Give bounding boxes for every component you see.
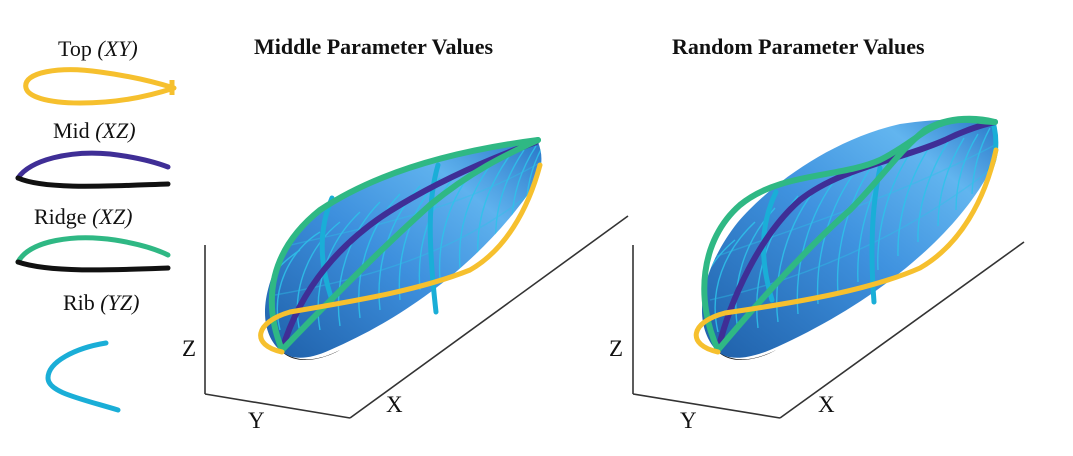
legend-top-name: Top [58, 36, 92, 61]
legend-label-rib: Rib (YZ) [63, 290, 139, 316]
axis-label-z-random: Z [609, 336, 624, 361]
legend-label-ridge: Ridge (XZ) [34, 204, 132, 230]
panel-title-random: Random Parameter Values [672, 34, 925, 59]
legend-top-plane: (XY) [97, 36, 138, 61]
legend-mid-plane: (XZ) [95, 118, 136, 143]
legend-icon-top [23, 67, 177, 106]
legend-icon-rib [45, 340, 121, 413]
panel-random [632, 115, 1025, 419]
axis-label-y-random: Y [680, 408, 697, 433]
top-curve-middle [258, 162, 543, 355]
legend-icon-ridge [15, 235, 171, 273]
axes-middle [204, 215, 629, 419]
panel-title-middle: Middle Parameter Values [254, 34, 494, 59]
panel-middle [204, 137, 629, 419]
surface-random [701, 119, 997, 360]
legend-icon-mid [15, 150, 171, 189]
axis-label-z-middle: Z [182, 336, 197, 361]
axis-label-x-middle: X [386, 392, 403, 417]
mid-curve-random [715, 119, 998, 353]
legend-mid-name: Mid [53, 118, 90, 143]
top-curve-random [693, 147, 999, 355]
axes-random [632, 241, 1025, 419]
legend-rib-plane: (YZ) [100, 290, 140, 315]
legend-label-top: Top (XY) [58, 36, 138, 62]
axis-label-x-random: X [818, 392, 835, 417]
legend-rib-name: Rib [63, 290, 95, 315]
ridge-curves-random [701, 115, 998, 353]
axis-label-y-middle: Y [248, 408, 265, 433]
legend-ridge-plane: (XZ) [92, 204, 133, 229]
legend-label-mid: Mid (XZ) [53, 118, 136, 144]
legend-ridge-name: Ridge [34, 204, 87, 229]
